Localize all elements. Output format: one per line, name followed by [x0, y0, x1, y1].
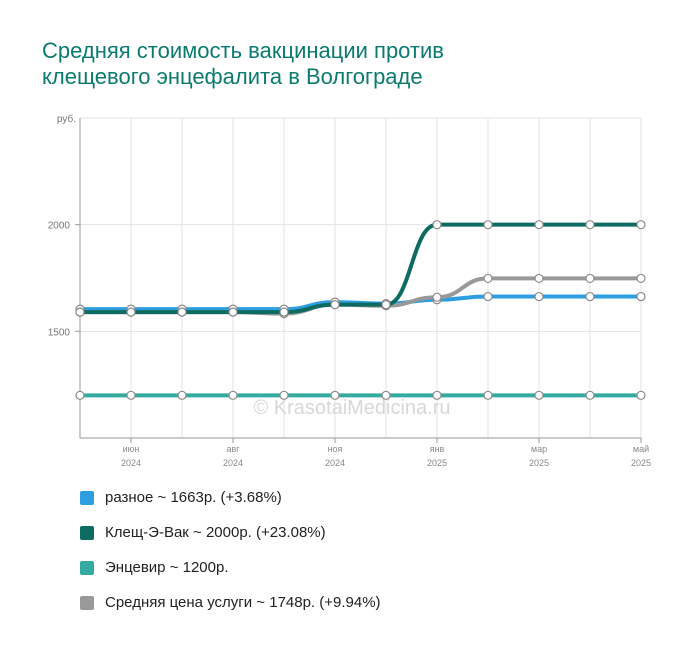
series-3-point [483, 273, 493, 284]
series-1-point [126, 307, 136, 317]
x-tick-label-month: мар [531, 444, 547, 454]
series-1-point [483, 220, 493, 230]
legend-label: разное ~ 1663р. (+3.68%) [105, 489, 282, 506]
series-3-point [534, 273, 544, 284]
series-1-point [381, 300, 391, 310]
series-2-point [585, 390, 595, 400]
x-tick-label-month: авг [226, 444, 240, 454]
x-tick-label-month: май [633, 444, 649, 454]
series-3-point [432, 292, 442, 302]
chart-series [75, 220, 646, 400]
series-0-point [483, 291, 493, 302]
series-1-point [585, 220, 595, 230]
series-1-point [636, 220, 646, 230]
x-tick-label-month: янв [430, 444, 445, 454]
legend-label: Энцевир ~ 1200р. [105, 559, 229, 576]
series-1-point [279, 307, 289, 317]
y-axis-unit: руб. [57, 113, 76, 125]
series-0-point [636, 291, 646, 302]
x-tick-label-month: ноя [328, 444, 343, 454]
series-1-line [78, 222, 643, 315]
x-tick-label-year: 2025 [529, 458, 549, 468]
line-chart: © KrasotaiMedicina.ru руб. 1500 2000 июн 202… [48, 113, 651, 468]
chart-tick-labels: руб. 1500 2000 июн 2024 авг 2024 ноя 2024 янв 2025… [48, 113, 651, 468]
series-1-point [75, 307, 85, 317]
legend-swatch [80, 491, 94, 505]
series-2-point [330, 390, 340, 400]
series-0-point [585, 291, 595, 302]
x-tick-label-year: 2025 [631, 458, 651, 468]
y-tick-label: 1500 [48, 327, 71, 338]
series-1-point [177, 307, 187, 317]
series-2-point [534, 390, 544, 400]
x-tick-label-year: 2024 [121, 458, 141, 468]
legend-swatch [80, 596, 94, 610]
chart-title-line-1: Средняя стоимость вакцинации против [42, 38, 444, 63]
series-0-point [534, 291, 544, 302]
x-tick-label-year: 2025 [427, 458, 447, 468]
y-tick-label: 2000 [48, 221, 71, 232]
series-2-point [636, 390, 646, 400]
series-2-point [228, 390, 238, 400]
series-1-point [228, 307, 238, 317]
series-1-point [534, 220, 544, 230]
series-2-point [177, 390, 187, 400]
series-2-point [432, 390, 442, 400]
series-2-point [75, 390, 85, 400]
chart-title: Средняя стоимость вакцинации против клещ… [42, 38, 662, 90]
series-2-point [483, 390, 493, 400]
series-1-point [432, 220, 442, 230]
x-tick-label-year: 2024 [325, 458, 345, 468]
chart-axes [75, 118, 642, 443]
legend-swatch [80, 526, 94, 540]
x-tick-label-month: июн [123, 444, 140, 454]
series-2-point [279, 390, 289, 400]
series-1-point [330, 300, 340, 310]
series-3-point [636, 273, 646, 284]
chart-title-line-2: клещевого энцефалита в Волгограде [42, 64, 423, 89]
series-3-point [585, 273, 595, 284]
series-2-point [126, 390, 136, 400]
x-tick-label-year: 2024 [223, 458, 243, 468]
legend-label: Средняя цена услуги ~ 1748р. (+9.94%) [105, 594, 381, 611]
legend-swatch [80, 561, 94, 575]
legend-label: Клещ-Э-Вак ~ 2000р. (+23.08%) [105, 524, 326, 541]
series-2-point [381, 390, 391, 400]
watermark: © KrasotaiMedicina.ru [253, 397, 450, 419]
